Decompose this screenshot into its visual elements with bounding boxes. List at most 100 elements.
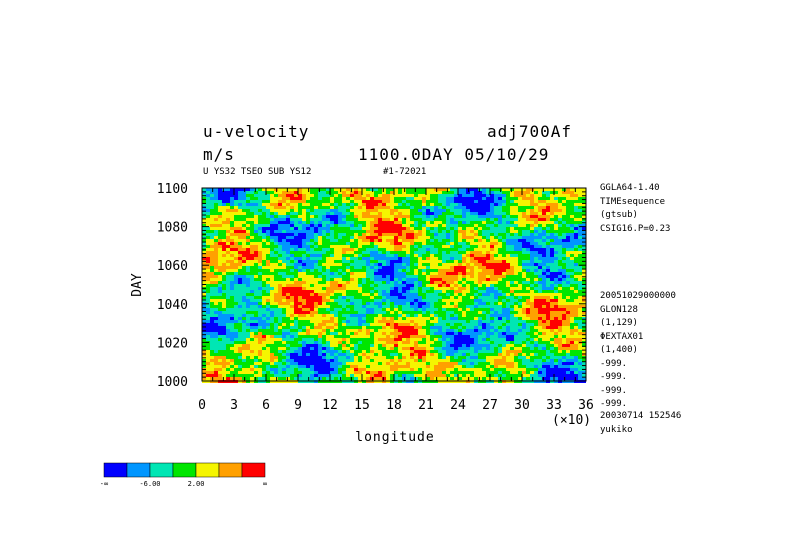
heat-cell — [418, 329, 422, 332]
heat-cell — [246, 251, 250, 254]
heat-cell — [342, 335, 346, 338]
heat-cell — [366, 206, 370, 209]
heat-cell — [386, 314, 390, 317]
heat-cell — [574, 248, 578, 251]
heat-cell — [454, 248, 458, 251]
heat-cell — [330, 266, 334, 269]
heat-cell — [334, 269, 338, 272]
heat-cell — [254, 269, 258, 272]
heat-cell — [254, 308, 258, 311]
heat-cell — [490, 287, 494, 290]
heat-cell — [266, 332, 270, 335]
heat-cell — [274, 272, 278, 275]
heat-cell — [422, 191, 426, 194]
heat-cell — [462, 275, 466, 278]
heat-cell — [514, 230, 518, 233]
heat-cell — [338, 299, 342, 302]
heat-cell — [414, 227, 418, 230]
heat-cell — [342, 215, 346, 218]
heat-cell — [370, 197, 374, 200]
heat-cell — [354, 197, 358, 200]
heat-cell — [354, 251, 358, 254]
heat-cell — [506, 332, 510, 335]
heat-cell — [226, 209, 230, 212]
heat-cell — [214, 266, 218, 269]
heat-cell — [438, 299, 442, 302]
heat-cell — [550, 200, 554, 203]
heat-cell — [206, 305, 210, 308]
heat-cell — [334, 221, 338, 224]
heat-cell — [318, 257, 322, 260]
heat-cell — [226, 245, 230, 248]
heat-cell — [398, 341, 402, 344]
heat-cell — [554, 323, 558, 326]
heat-cell — [422, 188, 426, 191]
heat-cell — [438, 308, 442, 311]
heat-cell — [502, 314, 506, 317]
heat-cell — [210, 260, 214, 263]
heat-cell — [386, 218, 390, 221]
heat-cell — [214, 230, 218, 233]
heat-cell — [338, 212, 342, 215]
heat-cell — [550, 194, 554, 197]
heat-cell — [494, 242, 498, 245]
heat-cell — [250, 218, 254, 221]
heat-cell — [398, 197, 402, 200]
heat-cell — [326, 197, 330, 200]
heat-cell — [434, 248, 438, 251]
heat-cell — [230, 320, 234, 323]
heat-cell — [346, 230, 350, 233]
heat-cell — [502, 260, 506, 263]
heat-cell — [258, 287, 262, 290]
heat-cell — [430, 218, 434, 221]
heat-cell — [570, 272, 574, 275]
heat-cell — [370, 224, 374, 227]
heat-cell — [570, 311, 574, 314]
heat-cell — [546, 308, 550, 311]
heat-cell — [310, 224, 314, 227]
heat-cell — [394, 239, 398, 242]
heat-cell — [518, 194, 522, 197]
heat-cell — [242, 227, 246, 230]
heat-cell — [526, 290, 530, 293]
heat-cell — [242, 320, 246, 323]
heat-cell — [262, 212, 266, 215]
heat-cell — [406, 194, 410, 197]
heat-cell — [418, 230, 422, 233]
heat-cell — [402, 329, 406, 332]
heat-cell — [318, 263, 322, 266]
heat-cell — [286, 191, 290, 194]
heat-cell — [562, 341, 566, 344]
heat-cell — [362, 218, 366, 221]
heat-cell — [362, 197, 366, 200]
heat-cell — [514, 335, 518, 338]
heat-cell — [326, 239, 330, 242]
heat-cell — [566, 314, 570, 317]
heat-cell — [270, 263, 274, 266]
heat-cell — [526, 287, 530, 290]
heat-cell — [234, 212, 238, 215]
heat-cell — [310, 320, 314, 323]
heat-cell — [522, 257, 526, 260]
heat-cell — [450, 329, 454, 332]
heat-cell — [526, 206, 530, 209]
heat-cell — [482, 272, 486, 275]
heat-cell — [358, 239, 362, 242]
heat-cell — [290, 305, 294, 308]
heat-cell — [318, 254, 322, 257]
heat-cell — [310, 311, 314, 314]
heat-cell — [226, 332, 230, 335]
heat-cell — [326, 317, 330, 320]
heat-cell — [214, 242, 218, 245]
heat-cell — [238, 212, 242, 215]
heat-cell — [582, 323, 586, 326]
heat-cell — [274, 293, 278, 296]
heat-cell — [222, 212, 226, 215]
heat-cell — [406, 260, 410, 263]
heat-cell — [226, 308, 230, 311]
heat-cell — [382, 287, 386, 290]
heat-cell — [294, 275, 298, 278]
heat-cell — [542, 287, 546, 290]
heat-cell — [286, 215, 290, 218]
heat-cell — [514, 218, 518, 221]
